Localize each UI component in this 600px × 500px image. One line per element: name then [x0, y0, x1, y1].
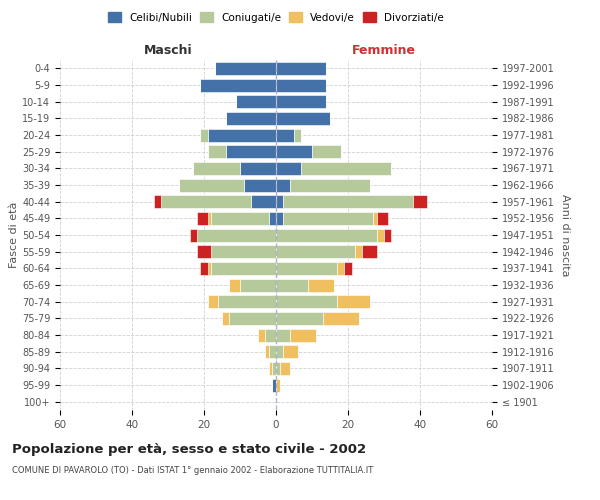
Bar [265, 345, 269, 358]
Bar [269, 212, 276, 225]
Bar [413, 195, 427, 208]
Bar [269, 345, 276, 358]
Bar [218, 295, 276, 308]
Bar [312, 145, 341, 158]
Bar [208, 128, 276, 141]
Bar [229, 278, 240, 291]
Bar [258, 328, 265, 342]
Bar [337, 295, 370, 308]
Bar [179, 178, 244, 192]
Bar [208, 295, 218, 308]
Bar [265, 328, 276, 342]
Bar [215, 62, 276, 75]
Bar [154, 195, 161, 208]
Bar [276, 62, 326, 75]
Y-axis label: Anni di nascita: Anni di nascita [560, 194, 570, 276]
Bar [283, 345, 298, 358]
Bar [240, 278, 276, 291]
Text: Femmine: Femmine [352, 44, 416, 57]
Bar [344, 262, 352, 275]
Bar [276, 262, 337, 275]
Bar [211, 245, 276, 258]
Bar [236, 95, 276, 108]
Bar [208, 145, 226, 158]
Bar [290, 178, 370, 192]
Bar [294, 128, 301, 141]
Bar [226, 145, 276, 158]
Bar [283, 195, 413, 208]
Bar [276, 312, 323, 325]
Bar [200, 78, 276, 92]
Bar [377, 228, 384, 241]
Text: Popolazione per età, sesso e stato civile - 2002: Popolazione per età, sesso e stato civil… [12, 442, 366, 456]
Bar [272, 378, 276, 392]
Text: Maschi: Maschi [143, 44, 193, 57]
Bar [269, 362, 272, 375]
Bar [276, 162, 301, 175]
Bar [190, 228, 197, 241]
Bar [276, 345, 283, 358]
Bar [301, 162, 391, 175]
Bar [251, 195, 276, 208]
Bar [226, 112, 276, 125]
Bar [229, 312, 276, 325]
Bar [276, 112, 330, 125]
Legend: Celibi/Nubili, Coniugati/e, Vedovi/e, Divorziati/e: Celibi/Nubili, Coniugati/e, Vedovi/e, Di… [106, 10, 446, 24]
Bar [308, 278, 334, 291]
Bar [355, 245, 362, 258]
Bar [290, 328, 316, 342]
Bar [362, 245, 377, 258]
Bar [244, 178, 276, 192]
Bar [276, 278, 308, 291]
Bar [280, 362, 290, 375]
Bar [222, 312, 229, 325]
Bar [211, 262, 276, 275]
Bar [276, 145, 312, 158]
Bar [323, 312, 359, 325]
Bar [200, 262, 208, 275]
Bar [193, 162, 240, 175]
Bar [276, 328, 290, 342]
Bar [384, 228, 391, 241]
Bar [276, 78, 326, 92]
Bar [276, 178, 290, 192]
Bar [373, 212, 377, 225]
Bar [276, 228, 377, 241]
Y-axis label: Fasce di età: Fasce di età [9, 202, 19, 268]
Bar [276, 195, 283, 208]
Bar [276, 362, 280, 375]
Bar [240, 162, 276, 175]
Bar [276, 212, 283, 225]
Bar [200, 128, 208, 141]
Bar [161, 195, 251, 208]
Bar [197, 245, 211, 258]
Bar [197, 228, 276, 241]
Bar [197, 212, 208, 225]
Bar [276, 95, 326, 108]
Bar [276, 378, 280, 392]
Bar [276, 245, 355, 258]
Text: COMUNE DI PAVAROLO (TO) - Dati ISTAT 1° gennaio 2002 - Elaborazione TUTTITALIA.I: COMUNE DI PAVAROLO (TO) - Dati ISTAT 1° … [12, 466, 373, 475]
Bar [276, 295, 337, 308]
Bar [208, 212, 211, 225]
Bar [337, 262, 344, 275]
Bar [208, 262, 211, 275]
Bar [377, 212, 388, 225]
Bar [276, 128, 294, 141]
Bar [283, 212, 373, 225]
Bar [272, 362, 276, 375]
Bar [211, 212, 269, 225]
